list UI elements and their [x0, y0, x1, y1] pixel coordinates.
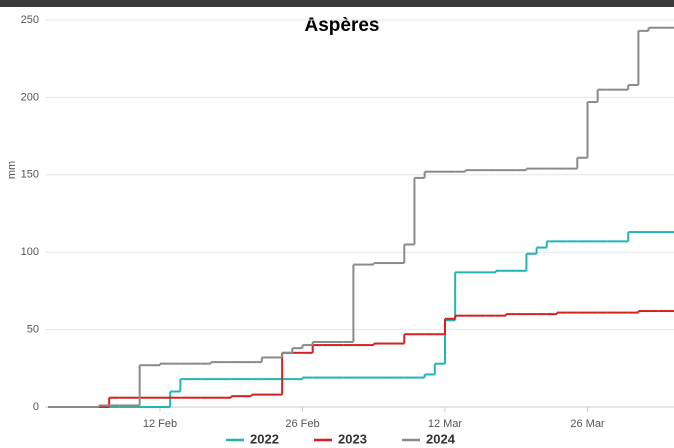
top-bar [0, 0, 674, 7]
y-tick-label: 200 [21, 91, 39, 103]
y-tick-label: 150 [21, 169, 39, 181]
y-tick-label: 0 [33, 401, 39, 413]
legend-label: 2024 [426, 431, 456, 446]
y-axis-label: mm [6, 161, 18, 179]
y-tick-label: 100 [21, 246, 39, 258]
x-tick-label: 12 Feb [143, 418, 177, 430]
x-tick-label: 26 Feb [285, 418, 319, 430]
chart-title: Aspères [305, 15, 380, 36]
x-tick-label: 26 Mar [570, 418, 605, 430]
y-tick-label: 250 [21, 14, 39, 26]
y-tick-label: 50 [27, 324, 39, 336]
x-tick-label: 12 Mar [428, 418, 463, 430]
legend-label: 2022 [250, 431, 279, 446]
legend-label: 2023 [338, 431, 367, 446]
